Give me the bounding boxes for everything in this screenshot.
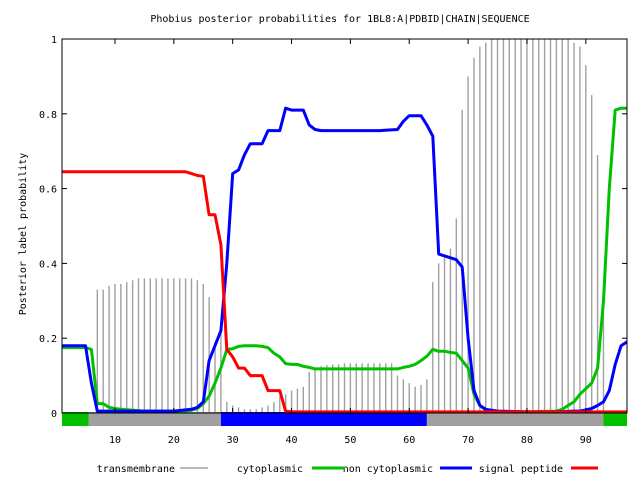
topology-track (62, 412, 627, 426)
y-tick-label: 1 (51, 35, 57, 46)
series-line (62, 170, 627, 414)
x-tick-label: 20 (168, 435, 180, 446)
topology-segment (220, 412, 427, 426)
y-axis-label: Posterior label probability (18, 153, 29, 316)
legend-label: signal peptide (479, 464, 563, 475)
x-tick-label: 30 (227, 435, 239, 446)
topology-segment (426, 412, 604, 426)
legend-label: transmembrane (97, 464, 175, 475)
transmembrane-bars (96, 39, 605, 413)
y-tick-label: 0.6 (39, 185, 57, 196)
x-tick-label: 80 (521, 435, 533, 446)
y-tick-label: 0.8 (39, 110, 57, 121)
topology-segment (62, 412, 89, 426)
y-axis-ticks: 0 0.2 0.4 0.6 0.8 1 (39, 35, 627, 420)
y-tick-label: 0.2 (39, 334, 57, 345)
legend-label: non cytoplasmic (343, 464, 433, 475)
x-tick-label: 70 (462, 435, 474, 446)
series-lines (62, 106, 628, 414)
chart-title: Phobius posterior probabilities for 1BL8… (150, 14, 529, 25)
plot-frame (61, 38, 628, 414)
topology-segment (88, 412, 221, 426)
x-tick-label: 10 (109, 435, 121, 446)
topology-segment (603, 412, 627, 426)
legend-label: cytoplasmic (237, 464, 303, 475)
x-axis-ticks: 10 20 30 40 50 60 70 80 90 (109, 39, 592, 446)
x-tick-label: 50 (344, 435, 356, 446)
legend: transmembrane cytoplasmic non cytoplasmic s… (97, 464, 598, 475)
x-tick-label: 90 (580, 435, 592, 446)
y-tick-label: 0 (51, 409, 57, 420)
x-tick-label: 60 (403, 435, 415, 446)
y-tick-label: 0.4 (39, 259, 57, 270)
x-tick-label: 40 (286, 435, 298, 446)
